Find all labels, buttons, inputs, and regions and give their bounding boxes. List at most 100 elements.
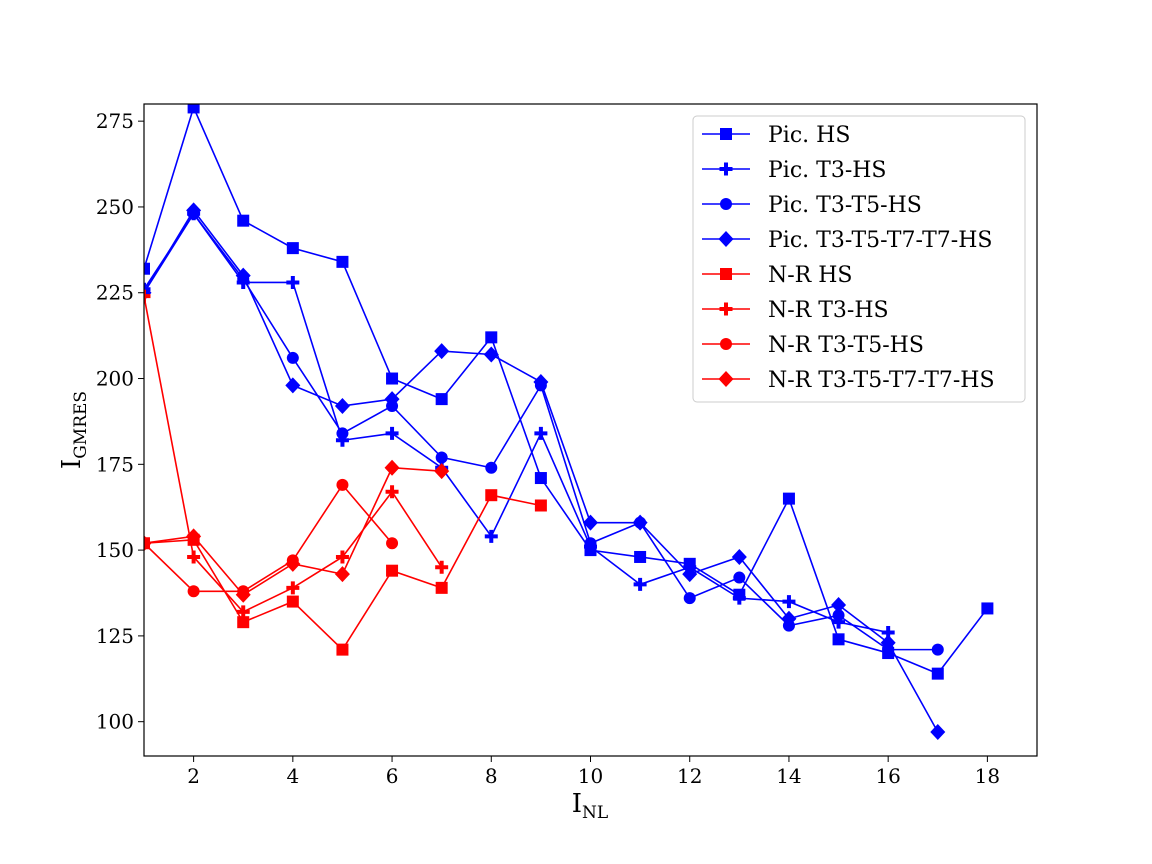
y-tick-label: 200 <box>96 367 134 391</box>
data-point <box>584 537 597 550</box>
y-axis-ticks: 100 125 150 175 200 225 250 275 <box>96 109 144 734</box>
data-point <box>144 289 151 303</box>
data-point <box>880 634 896 651</box>
x-tick-label: 16 <box>875 764 900 788</box>
legend-marker <box>718 371 734 387</box>
data-point <box>733 571 746 584</box>
data-point <box>981 602 994 615</box>
data-point <box>335 550 349 564</box>
data-point <box>386 564 399 577</box>
y-tick-label: 150 <box>96 538 134 562</box>
y-tick-label: 225 <box>96 281 134 305</box>
series-6 <box>144 289 449 619</box>
data-point <box>285 377 301 394</box>
x-tick-label: 6 <box>386 764 399 788</box>
data-point <box>435 581 448 594</box>
data-point <box>435 560 449 574</box>
legend-marker <box>719 302 733 316</box>
legend-marker <box>720 268 732 280</box>
legend-marker <box>720 338 732 350</box>
data-point <box>534 499 547 512</box>
y-tick-label: 250 <box>96 195 134 219</box>
legend-marker <box>718 231 734 247</box>
legend-marker <box>719 162 733 176</box>
data-point <box>187 585 200 598</box>
legend-item: N-R HS <box>702 263 853 288</box>
data-point <box>435 393 448 406</box>
data-point <box>931 643 944 656</box>
series-line <box>144 483 393 593</box>
series-8 <box>144 459 450 603</box>
data-point <box>484 529 498 543</box>
series-line <box>144 212 889 634</box>
series-layer <box>144 104 994 740</box>
legend-label: N-R T3-T5-HS <box>768 333 924 358</box>
data-point <box>534 472 547 485</box>
data-point <box>832 615 846 629</box>
data-point <box>144 535 152 552</box>
data-point <box>285 555 301 572</box>
legend-label: Pic. T3-T5-HS <box>768 193 922 218</box>
legend-label: N-R T3-HS <box>768 298 889 323</box>
data-point <box>385 426 399 440</box>
data-point <box>683 592 696 605</box>
data-point <box>434 343 450 360</box>
data-point <box>781 610 797 627</box>
y-tick-label: 175 <box>96 452 134 476</box>
legend: Pic. HS Pic. T3-HS Pic. T3-T5-HS Pic. T3-T5… <box>692 115 1026 403</box>
data-point <box>485 489 498 502</box>
legend-marker <box>720 198 732 210</box>
data-point <box>235 586 251 603</box>
data-point <box>831 597 847 614</box>
data-point <box>533 373 549 390</box>
data-point <box>385 485 399 499</box>
y-axis-label: IGMRES <box>57 391 91 469</box>
x-axis-label: INL <box>572 789 608 823</box>
data-point <box>782 595 796 609</box>
legend-frame <box>692 115 1026 403</box>
data-point <box>384 459 400 476</box>
data-point <box>483 346 499 363</box>
legend-label: Pic. T3-HS <box>768 158 887 183</box>
data-point <box>236 605 250 619</box>
data-point <box>632 514 648 531</box>
x-tick-label: 18 <box>975 764 1000 788</box>
x-axis-ticks: 2 4 6 8 10 12 14 16 18 <box>187 756 1000 788</box>
legend-item: Pic. T3-T5-HS <box>702 193 922 218</box>
x-tick-label: 14 <box>776 764 801 788</box>
data-point <box>235 267 251 284</box>
data-point <box>485 331 498 344</box>
data-point <box>583 514 598 531</box>
legend-item: N-R T3-HS <box>702 298 889 323</box>
legend-item: N-R T3-T5-HS <box>702 333 924 358</box>
data-point <box>930 723 946 740</box>
x-tick-label: 12 <box>677 764 702 788</box>
data-point <box>384 391 400 408</box>
series-4 <box>144 202 946 740</box>
data-point <box>485 461 498 474</box>
data-point <box>386 537 399 550</box>
data-point <box>336 478 349 491</box>
data-point <box>187 104 200 114</box>
x-tick-label: 2 <box>187 764 200 788</box>
data-point <box>534 426 548 440</box>
data-point <box>186 202 202 219</box>
y-tick-label: 125 <box>96 624 134 648</box>
data-point <box>237 214 250 227</box>
data-point <box>386 372 399 385</box>
data-point <box>237 616 250 629</box>
data-point <box>334 566 350 583</box>
legend-item: N-R T3-T5-T7-T7-HS <box>702 368 995 393</box>
data-point <box>832 633 845 646</box>
data-point <box>286 595 299 608</box>
data-point <box>881 625 895 639</box>
legend-item: Pic. T3-HS <box>702 158 887 183</box>
legend-item: Pic. T3-T5-T7-T7-HS <box>702 228 992 253</box>
data-point <box>186 528 202 545</box>
y-tick-label: 100 <box>96 710 134 734</box>
y-tick-label: 275 <box>96 109 134 133</box>
data-point <box>732 591 746 605</box>
data-point <box>435 451 448 464</box>
series-line <box>144 105 989 675</box>
data-point <box>187 550 201 564</box>
